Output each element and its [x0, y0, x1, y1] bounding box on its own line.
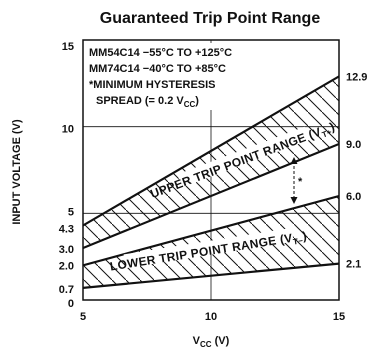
band-0-upper-line: [83, 75, 339, 227]
note-hysteresis: *MINIMUM HYSTERESIS: [89, 79, 216, 91]
x-axis-label: VCC (V): [193, 335, 230, 349]
note-mm74: MM74C14 −40°C TO +85°C: [89, 63, 226, 75]
notes-background: [86, 43, 224, 110]
arrow-head-down: [290, 197, 298, 204]
lines-layer: [83, 75, 339, 289]
y-tick-label: 5: [68, 206, 74, 218]
x-tick-labels: 5 10 15: [80, 311, 345, 323]
y-tick-label: 15: [62, 41, 74, 53]
note-spread: SPREAD (= 0.2 VCC): [96, 95, 199, 109]
y-tick-label: 3.0: [59, 244, 74, 256]
band-1-upper-line: [83, 194, 339, 267]
right-value-label: 6.0: [346, 191, 361, 203]
right-value-labels: 12.9 9.0 6.0 2.1: [346, 71, 367, 270]
note-mm54: MM54C14 −55°C TO +125°C: [89, 47, 232, 59]
y-tick-label: 0: [68, 298, 74, 310]
lower-label-background: [123, 227, 294, 269]
plot-frame: [82, 39, 340, 301]
chart-title: Guaranteed Trip Point Range: [100, 10, 321, 27]
notes-block: MM54C14 −55°C TO +125°C MM74C14 −40°C TO…: [86, 43, 232, 110]
upper-label-background: [177, 126, 310, 188]
x-tick-label: 15: [333, 311, 345, 323]
y-tick-labels: 0 0.7 2.0 3.0 4.3 5 10 15: [59, 41, 74, 310]
y-tick-label: 0.7: [59, 284, 74, 296]
y-tick-label: 10: [62, 124, 74, 136]
arrow-head-up: [290, 157, 298, 164]
hysteresis-mark: *: [298, 176, 303, 188]
right-value-label: 9.0: [346, 139, 361, 151]
y-tick-label: 2.0: [59, 260, 74, 272]
y-tick-label: 4.3: [59, 223, 74, 235]
y-axis-label: INPUT VOLTAGE (V): [11, 119, 23, 225]
hysteresis-arrow: *: [290, 157, 303, 204]
x-tick-label: 10: [205, 311, 217, 323]
band-1-lower-line: [83, 262, 339, 289]
right-value-label: 2.1: [346, 259, 361, 271]
band-0-lower-line: [83, 142, 339, 250]
right-value-label: 12.9: [346, 71, 367, 83]
x-tick-label: 5: [80, 311, 86, 323]
